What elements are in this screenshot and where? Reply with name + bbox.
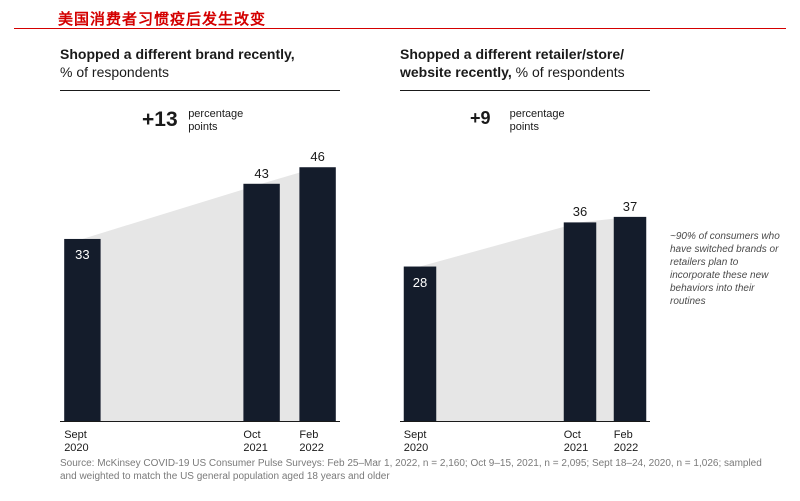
chart2-subtitle: Shopped a different retailer/store/websi…: [400, 46, 710, 81]
bar-value: 33: [70, 247, 94, 262]
bar-value: 46: [306, 149, 330, 164]
page-title: 美国消费者习惯疫后发生改变: [58, 8, 266, 29]
bar-value: 43: [250, 166, 274, 181]
chart1-delta-value: +13: [142, 108, 178, 132]
x-axis-label: Oct2021: [564, 429, 588, 455]
chart1-baseline: [60, 421, 340, 422]
bar-value: 37: [618, 199, 642, 214]
chart2-delta-unit: percentagepoints: [510, 108, 565, 133]
bar: [299, 167, 335, 421]
bar: [64, 239, 100, 421]
x-axis-label: Feb2022: [299, 429, 323, 455]
chart1-subtitle: Shopped a different brand recently,% of …: [60, 46, 400, 81]
x-axis-label: Feb2022: [614, 429, 638, 455]
bar: [404, 267, 437, 421]
chart2-baseline: [400, 421, 650, 422]
title-rule: [14, 28, 786, 29]
chart2-plot: [400, 90, 650, 421]
side-note: ~90% of consumers who have switched bran…: [670, 230, 780, 308]
chart1-plot: [60, 90, 340, 421]
bar: [564, 222, 597, 421]
chart2-delta-value: +9: [470, 108, 491, 129]
bar: [243, 184, 279, 421]
bar-value: 36: [568, 204, 592, 219]
chart1-delta-unit: percentagepoints: [188, 108, 243, 133]
source-note: Source: McKinsey COVID-19 US Consumer Pu…: [60, 457, 780, 483]
x-axis-label: Oct2021: [243, 429, 267, 455]
bar-value: 28: [408, 275, 432, 290]
x-axis-label: Sept2020: [404, 429, 428, 455]
x-axis-label: Sept2020: [64, 429, 88, 455]
bar: [614, 217, 647, 421]
